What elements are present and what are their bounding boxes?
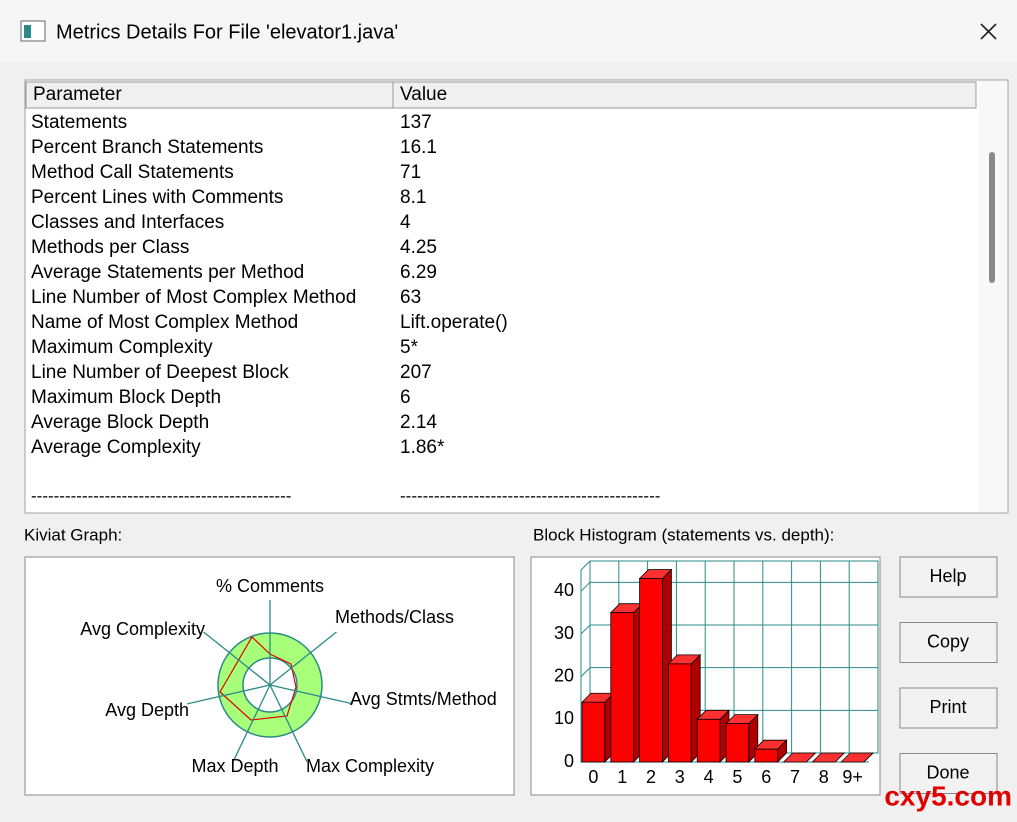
- value-cell: 4.25: [400, 237, 437, 258]
- scroll-thumb[interactable]: [989, 152, 995, 283]
- watermark: cxy5.com: [884, 780, 1012, 811]
- bar: [754, 748, 778, 763]
- kiviat-axis-label: Avg Depth: [105, 700, 189, 720]
- scrollbar[interactable]: [979, 81, 1007, 512]
- grid-line: [580, 581, 878, 592]
- bar: [696, 718, 721, 763]
- app-icon: [20, 20, 46, 42]
- table-body: Parameter Value Statements 137 Percent Branc…: [31, 84, 660, 505]
- separator-cell: ----------------------------------------…: [400, 486, 660, 505]
- kiviat-spoke: [203, 631, 271, 686]
- parameter-cell: Line Number of Deepest Block: [31, 362, 289, 383]
- bar: [668, 663, 692, 763]
- value-cell: 71: [400, 162, 421, 183]
- button[interactable]: [899, 622, 998, 663]
- x-tick-label: 5: [732, 767, 742, 787]
- kiviat-spoke: [269, 684, 308, 762]
- bar: [725, 723, 750, 763]
- kiviat-axis-label: Avg Complexity: [80, 619, 205, 639]
- kiviat-label: Kiviat Graph:: [24, 525, 122, 544]
- value-cell: Lift.operate(): [400, 312, 508, 333]
- close-button[interactable]: [980, 23, 997, 40]
- x-tick-label: 7: [790, 767, 800, 787]
- x-tick-label: 6: [761, 767, 771, 787]
- button-label[interactable]: Print: [929, 697, 966, 717]
- y-tick-label: 20: [554, 665, 574, 685]
- parameter-cell: Method Call Statements: [31, 162, 234, 183]
- kiviat-spoke: [269, 631, 337, 686]
- table-header: [25, 81, 977, 109]
- value-cell: 1.86*: [400, 437, 445, 458]
- value-cell: 2.14: [400, 412, 437, 433]
- window-title: Metrics Details For File 'elevator1.java…: [56, 21, 398, 43]
- bar: [581, 701, 606, 763]
- y-tick-label: 30: [554, 623, 574, 643]
- kiviat-spoke: [232, 684, 271, 762]
- value-cell: 16.1: [400, 137, 437, 158]
- x-tick-label: 8: [819, 767, 829, 787]
- parameter-cell: Maximum Complexity: [31, 337, 213, 358]
- y-tick-label: 10: [554, 708, 574, 728]
- parameter-cell: Average Statements per Method: [31, 262, 304, 283]
- x-tick-label: 2: [646, 767, 656, 787]
- bar-top: [840, 752, 874, 763]
- x-tick-label: 1: [617, 767, 627, 787]
- bar-top: [782, 752, 817, 763]
- bar-top: [811, 752, 846, 763]
- kiviat-graph: % Comments Methods/Class Avg Stmts/Method M…: [80, 576, 496, 776]
- title-bar: [0, 0, 1017, 62]
- kiviat-axis-label: Max Depth: [191, 756, 278, 776]
- bar: [639, 578, 663, 763]
- button-label[interactable]: Done: [926, 762, 969, 782]
- x-tick-label: 0: [588, 767, 598, 787]
- button-label[interactable]: Copy: [927, 631, 969, 651]
- parameter-cell: Percent Lines with Comments: [31, 187, 283, 208]
- parameter-cell: Classes and Interfaces: [31, 212, 224, 233]
- y-tick-label: 40: [554, 580, 574, 600]
- separator-cell: ----------------------------------------…: [31, 486, 291, 505]
- histogram-label: Block Histogram (statements vs. depth):: [533, 525, 834, 544]
- kiviat-axis-label: Methods/Class: [335, 607, 454, 627]
- parameter-cell: Percent Branch Statements: [31, 137, 263, 158]
- value-cell: 137: [400, 112, 432, 133]
- button[interactable]: [899, 687, 998, 729]
- kiviat-axis-label: Max Complexity: [306, 756, 434, 776]
- parameter-cell: Maximum Block Depth: [31, 387, 221, 408]
- value-cell: 5*: [400, 337, 419, 358]
- button-label[interactable]: Help: [929, 566, 966, 586]
- bar: [610, 612, 634, 763]
- value-cell: 6: [400, 387, 411, 408]
- value-cell: 4: [400, 212, 411, 233]
- value-cell: 8.1: [400, 187, 426, 208]
- kiviat-axis-label: Avg Stmts/Method: [350, 689, 497, 709]
- kiviat-spoke: [269, 684, 354, 705]
- button[interactable]: [899, 556, 998, 598]
- x-tick-label: 3: [675, 767, 685, 787]
- parameter-cell: Average Block Depth: [31, 412, 209, 433]
- x-tick-label: 4: [704, 767, 714, 787]
- x-tick-label: 9+: [842, 767, 863, 787]
- column-header: Parameter: [33, 84, 122, 105]
- value-cell: 6.29: [400, 262, 437, 283]
- column-header: Value: [400, 84, 447, 105]
- value-cell: 63: [400, 287, 421, 308]
- kiviat-spoke: [186, 684, 271, 705]
- parameter-cell: Methods per Class: [31, 237, 189, 258]
- parameter-cell: Average Complexity: [31, 437, 201, 458]
- buttons: Help Copy Print Done: [899, 556, 998, 794]
- parameter-cell: Name of Most Complex Method: [31, 312, 298, 333]
- parameter-cell: Line Number of Most Complex Method: [31, 287, 356, 308]
- parameter-cell: Statements: [31, 112, 127, 133]
- metrics-table: [24, 79, 1009, 514]
- grid-line: [580, 624, 878, 635]
- grid-line: [580, 667, 878, 678]
- button[interactable]: [899, 753, 998, 794]
- value-cell: 207: [400, 362, 432, 383]
- y-tick-label: 0: [564, 751, 574, 771]
- kiviat-axis-label: % Comments: [216, 576, 324, 596]
